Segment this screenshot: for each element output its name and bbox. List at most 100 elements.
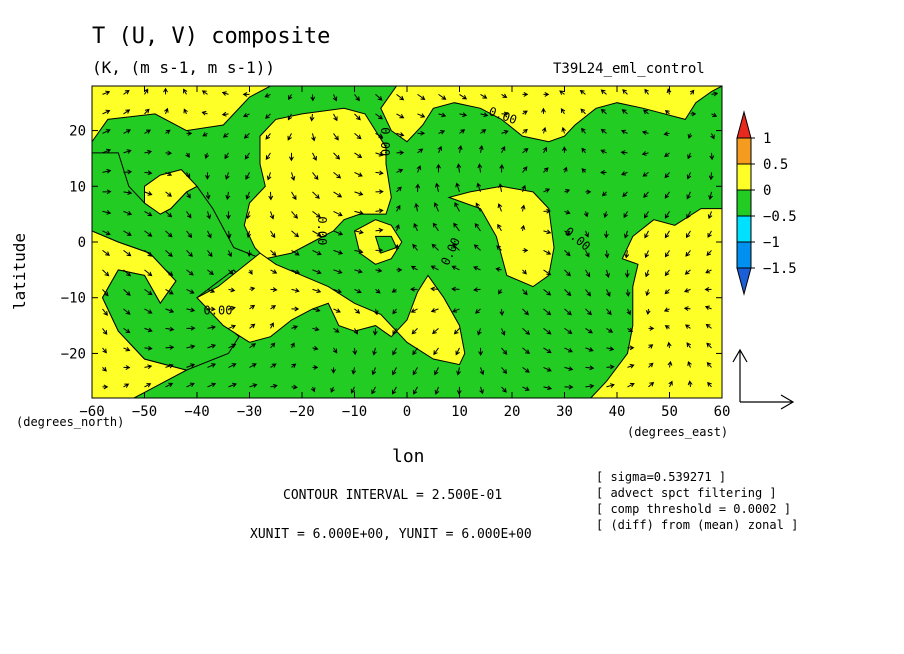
wind-arrow [642,171,649,177]
wind-arrow [394,243,400,251]
wind-arrow [224,152,229,160]
wind-arrow [165,326,175,332]
wind-arrow [330,386,335,393]
wind-arrow [372,328,378,336]
wind-arrow [687,152,692,160]
wind-arrow [396,94,405,101]
wind-arrow [206,211,212,220]
wind-arrow [479,386,484,395]
wind-arrow [564,308,572,316]
wind-arrow [333,152,341,160]
wind-arrow [687,360,692,368]
wind-arrow [312,307,321,313]
wind-arrow [683,306,691,312]
wind-arrow [354,171,363,177]
wind-arrow [438,112,447,118]
wind-arrow [312,191,320,199]
wind-arrow [584,230,589,238]
wind-arrow [312,172,319,180]
wind-arrow [606,383,615,388]
wind-arrow [123,109,131,115]
colorbar-segment [736,137,752,165]
wind-arrow [312,269,322,275]
wind-arrow [705,323,712,329]
wind-arrow [457,144,463,153]
wind-arrow [644,269,650,278]
wind-arrow [144,170,153,176]
wind-arrow [201,90,208,95]
wind-arrow [144,345,153,351]
wind-arrow [312,345,319,351]
wind-arrow [664,230,670,239]
wind-arrow [522,328,531,335]
wind-arrow [480,93,488,99]
wind-arrow [622,89,628,95]
wind-arrow [410,286,418,292]
wind-arrow [372,347,377,356]
wind-arrow [392,347,397,356]
x-tick-label: 40 [609,404,626,420]
wind-arrow [690,111,697,117]
note-line: [ comp threshold = 0.0002 ] [596,502,792,516]
wind-arrow [310,386,316,393]
wind-arrow [627,327,634,333]
wind-arrow [687,133,693,140]
wind-arrow [165,230,173,238]
wind-arrow [543,91,550,97]
wind-arrow [270,363,277,368]
wind-arrow [396,132,405,137]
wind-arrow [354,288,362,294]
wind-arrow [704,305,712,311]
wind-arrow [410,265,418,271]
wind-arrow [648,381,655,388]
wind-arrow [165,288,174,295]
wind-arrow [375,189,384,195]
wind-arrow [290,172,296,181]
wind-arrow [434,386,440,395]
wind-arrow [625,289,631,297]
wind-arrow [414,202,420,212]
wind-arrow [354,133,362,140]
wind-arrow [102,366,107,372]
x-tick-label: 10 [451,404,468,420]
wind-arrow [456,367,461,376]
wind-arrow [207,344,217,349]
wind-arrow [706,342,712,349]
wind-arrow [474,223,481,232]
wind-arrow [186,269,194,276]
wind-arrow [245,191,251,200]
wind-arrow [375,227,384,233]
contour-label: 0.00 [315,216,329,245]
wind-arrow [353,328,358,335]
wind-arrow [375,151,384,157]
contour-label: 0.00 [204,303,233,317]
wind-arrow [186,363,196,368]
wind-arrow [417,113,426,118]
wind-arrow [396,168,404,174]
wind-arrow [689,89,695,95]
wind-arrow [606,289,611,297]
wind-arrow [564,250,571,257]
wind-arrow [269,211,275,220]
wind-arrow [620,150,628,156]
wind-arrow [249,323,256,329]
wind-arrow [522,91,529,97]
wind-arrow [456,163,462,173]
wind-arrow [165,308,175,313]
wind-arrow [186,191,191,199]
wind-arrow [496,245,502,251]
wind-arrow [102,129,111,134]
wind-arrow [248,269,253,275]
wind-arrow [265,152,271,161]
wind-arrow [438,93,447,100]
wind-arrow [102,148,112,154]
wind-arrow [477,163,483,173]
wind-arrow [600,169,607,175]
wind-arrow [664,250,670,258]
wind-arrow [459,129,466,134]
wind-arrow [144,364,153,370]
wind-arrow [249,304,256,310]
wind-arrow [543,208,552,214]
wind-arrow [312,230,322,237]
wind-arrow [564,366,574,371]
